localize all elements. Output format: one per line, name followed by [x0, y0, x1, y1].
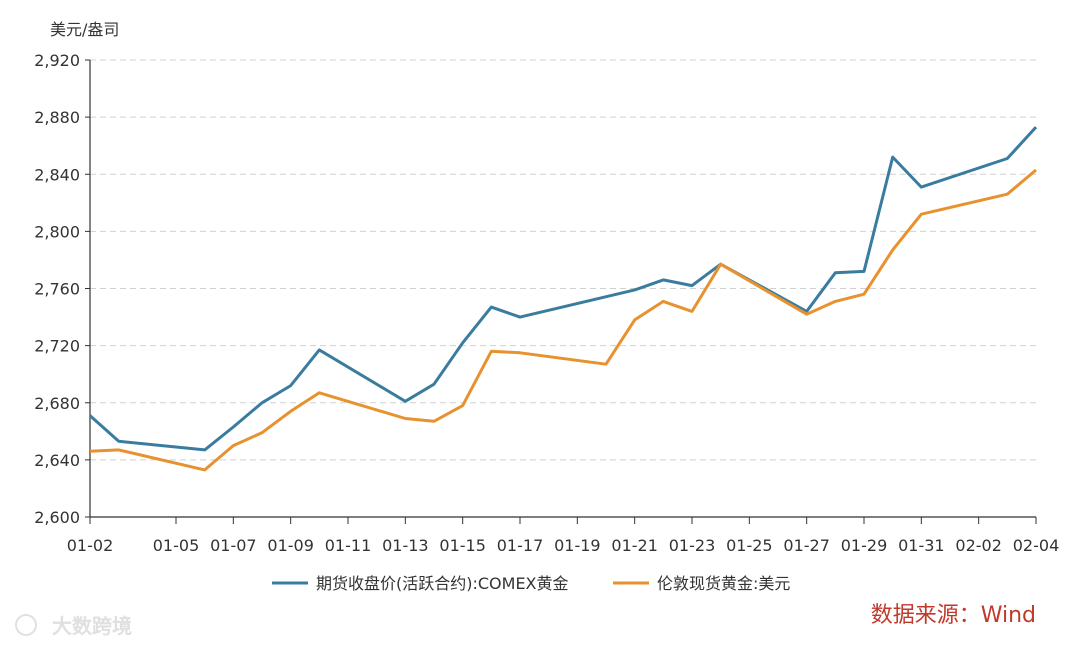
x-tick-label: 01-15 [439, 536, 486, 555]
x-tick-label: 01-11 [325, 536, 372, 555]
series-line-london-spot-gold [89, 168, 1037, 472]
legend: 期货收盘价(活跃合约):COMEX黄金 伦敦现货黄金:美元 [272, 574, 790, 593]
x-tick-label: 01-05 [153, 536, 200, 555]
series-line-comex-gold [88, 126, 1038, 452]
x-tick-label: 01-25 [726, 536, 773, 555]
y-tick-label: 2,600 [34, 508, 80, 527]
axis-layer: 2,600 2,640 2,680 2,720 2,760 2,800 2,840 2,880… [34, 51, 1059, 555]
series-layer [88, 126, 1038, 472]
watermark-logo-icon [15, 614, 37, 636]
legend-label: 伦敦现货黄金:美元 [657, 574, 790, 593]
x-tick-label: 02-04 [1013, 536, 1060, 555]
x-tick-label: 01-29 [841, 536, 888, 555]
x-tick-label: 01-17 [497, 536, 544, 555]
x-tick-label: 01-13 [382, 536, 429, 555]
y-tick-label: 2,840 [34, 165, 80, 184]
x-tick-label: 01-19 [554, 536, 601, 555]
x-tick-label: 01-09 [267, 536, 314, 555]
watermark-text: 大数跨境 [52, 614, 132, 638]
y-axis-unit-label: 美元/盎司 [50, 20, 119, 39]
x-tick-label: 01-31 [898, 536, 945, 555]
y-tick-label: 2,720 [34, 337, 80, 356]
x-tick-label: 01-02 [67, 536, 114, 555]
y-tick-label: 2,640 [34, 451, 80, 470]
watermark: 大数跨境 [15, 614, 132, 638]
y-tick-label: 2,680 [34, 394, 80, 413]
y-tick-label: 2,920 [34, 51, 80, 70]
x-tick-label: 01-27 [783, 536, 830, 555]
data-source-label: 数据来源：Wind [871, 603, 1036, 628]
x-tick-label: 01-21 [611, 536, 658, 555]
grid-layer [90, 59, 1036, 461]
x-tick-label: 01-23 [669, 536, 716, 555]
x-tick-label: 01-07 [210, 536, 257, 555]
y-tick-label: 2,760 [34, 280, 80, 299]
y-tick-label: 2,800 [34, 222, 80, 241]
y-tick-label: 2,880 [34, 108, 80, 127]
legend-label: 期货收盘价(活跃合约):COMEX黄金 [316, 574, 569, 593]
x-tick-label: 02-02 [955, 536, 1002, 555]
